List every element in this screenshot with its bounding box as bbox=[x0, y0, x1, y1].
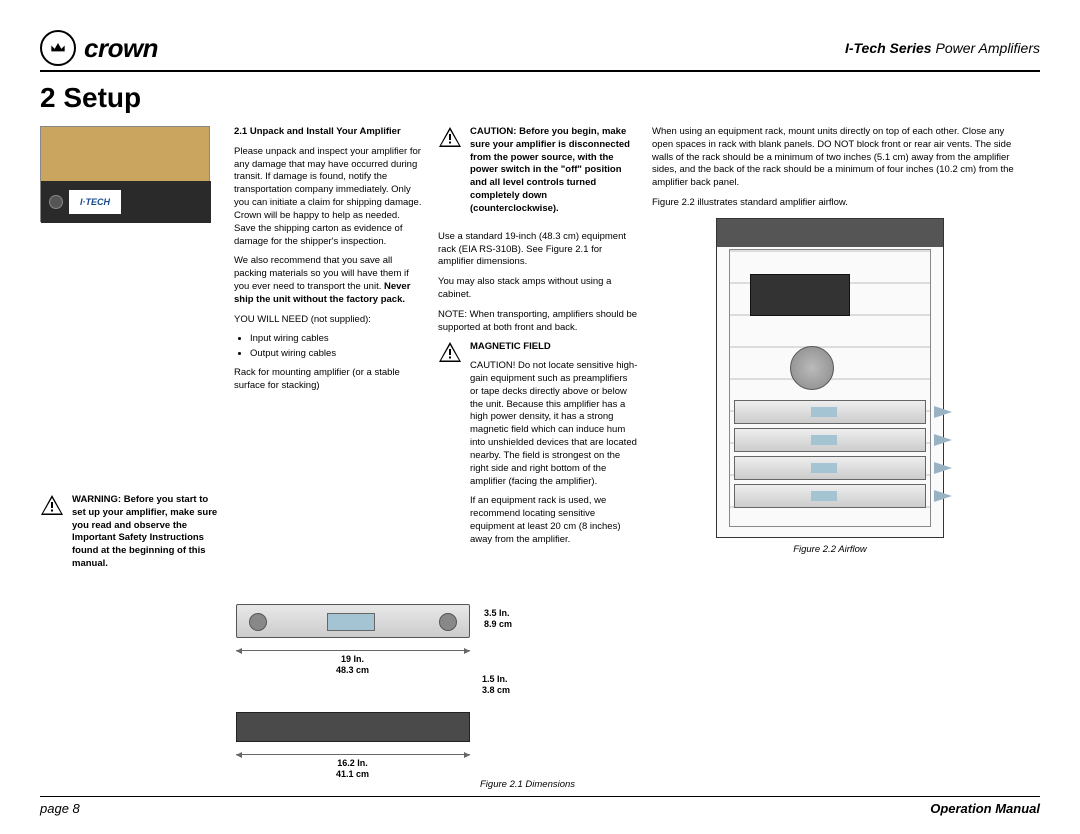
setup-warning: WARNING: Before you start to set up your… bbox=[40, 494, 220, 578]
need-list: Input wiring cables Output wiring cables bbox=[234, 333, 424, 361]
rack-spec: Use a standard 19-inch (48.3 cm) equipme… bbox=[438, 231, 638, 269]
airflow-ref: Figure 2.2 illustrates standard amplifie… bbox=[652, 197, 1022, 210]
rack-unit bbox=[734, 484, 926, 508]
airflow-arrow-icon bbox=[934, 434, 952, 446]
knob-icon bbox=[439, 613, 457, 631]
box-emblem-icon bbox=[49, 195, 63, 209]
rack-unit bbox=[734, 428, 926, 452]
page-footer: page 8 Operation Manual bbox=[40, 796, 1040, 816]
rack-panel bbox=[750, 274, 850, 316]
content-grid: I·TECH WARNING: Before you start to set … bbox=[40, 126, 1040, 819]
fig-2-2-caption: Figure 2.2 Airflow bbox=[716, 544, 944, 555]
dim-width-line bbox=[236, 650, 470, 651]
airflow-figure bbox=[716, 218, 944, 538]
caution-triangle-icon bbox=[438, 126, 462, 153]
dim-depth-line bbox=[236, 754, 470, 755]
transport-note: NOTE: When transporting, amplifiers shou… bbox=[438, 309, 638, 335]
rack-unit bbox=[734, 456, 926, 480]
product-series: I-Tech Series Power Amplifiers bbox=[845, 40, 1040, 56]
box-label: I·TECH bbox=[69, 190, 121, 214]
caution-block: CAUTION: Before you begin, make sure you… bbox=[438, 126, 638, 223]
column-1: I·TECH WARNING: Before you start to set … bbox=[40, 126, 220, 586]
need-label: YOU WILL NEED (not supplied): bbox=[234, 314, 424, 327]
dim-height: 3.5 In. 8.9 cm bbox=[484, 608, 512, 630]
amp-top-view bbox=[236, 712, 470, 742]
dimensions-figure: 3.5 In. 8.9 cm 19 In. 48.3 cm 1.5 In. 3.… bbox=[40, 604, 638, 819]
crown-emblem-icon bbox=[40, 30, 76, 66]
rack-unit bbox=[734, 400, 926, 424]
fan-icon bbox=[790, 346, 834, 390]
airflow-arrow-icon bbox=[934, 406, 952, 418]
airflow-arrow-icon bbox=[934, 462, 952, 474]
manual-label: Operation Manual bbox=[930, 801, 1040, 816]
page-header: crown I-Tech Series Power Amplifiers bbox=[40, 30, 1040, 72]
amp-front-view bbox=[236, 604, 470, 638]
p2a: We also recommend that you save all pack… bbox=[234, 255, 409, 292]
page-number: page 8 bbox=[40, 801, 80, 816]
section-title: 2 Setup bbox=[40, 82, 1040, 114]
product-box-image: I·TECH bbox=[40, 126, 210, 222]
sub-2-1: 2.1 Unpack and Install Your Amplifier bbox=[234, 126, 424, 139]
magfield-heading: MAGNETIC FIELD bbox=[470, 341, 638, 354]
brand-name: crown bbox=[84, 33, 158, 64]
column-4: When using an equipment rack, mount unit… bbox=[652, 126, 1022, 586]
column-3: CAUTION: Before you begin, make sure you… bbox=[438, 126, 638, 586]
magfield-block: MAGNETIC FIELD CAUTION! Do not locate se… bbox=[438, 341, 638, 553]
brand-logo: crown bbox=[40, 30, 158, 66]
unpack-p2: We also recommend that you save all pack… bbox=[234, 255, 424, 306]
caution-text: CAUTION: Before you begin, make sure you… bbox=[470, 126, 638, 216]
knob-icon bbox=[249, 613, 267, 631]
amp-lcd bbox=[327, 613, 375, 631]
magfield-triangle-icon bbox=[438, 341, 462, 368]
rack-note: Rack for mounting amplifier (or a stable… bbox=[234, 367, 424, 393]
dim-depth: 16.2 In. 41.1 cm bbox=[336, 758, 369, 780]
series-bold: I-Tech Series bbox=[845, 40, 932, 56]
stack-note: You may also stack amps without using a … bbox=[438, 276, 638, 302]
fig-2-1-caption: Figure 2.1 Dimensions bbox=[480, 779, 575, 790]
rack-mount-p: When using an equipment rack, mount unit… bbox=[652, 126, 1022, 190]
warning-text: WARNING: Before you start to set up your… bbox=[72, 494, 220, 571]
warning-triangle-icon bbox=[40, 494, 64, 521]
series-rest: Power Amplifiers bbox=[932, 40, 1040, 56]
unpack-p1: Please unpack and inspect your amplifier… bbox=[234, 146, 424, 249]
magfield-p1: CAUTION! Do not locate sensitive high-ga… bbox=[470, 360, 638, 488]
airflow-arrow-icon bbox=[934, 490, 952, 502]
dim-width: 19 In. 48.3 cm bbox=[336, 654, 369, 676]
dim-flange: 1.5 In. 3.8 cm bbox=[482, 674, 510, 696]
need-item-1: Input wiring cables bbox=[250, 333, 424, 346]
column-2: 2.1 Unpack and Install Your Amplifier Pl… bbox=[234, 126, 424, 586]
magfield-p2: If an equipment rack is used, we recomme… bbox=[470, 495, 638, 546]
need-item-2: Output wiring cables bbox=[250, 348, 424, 361]
